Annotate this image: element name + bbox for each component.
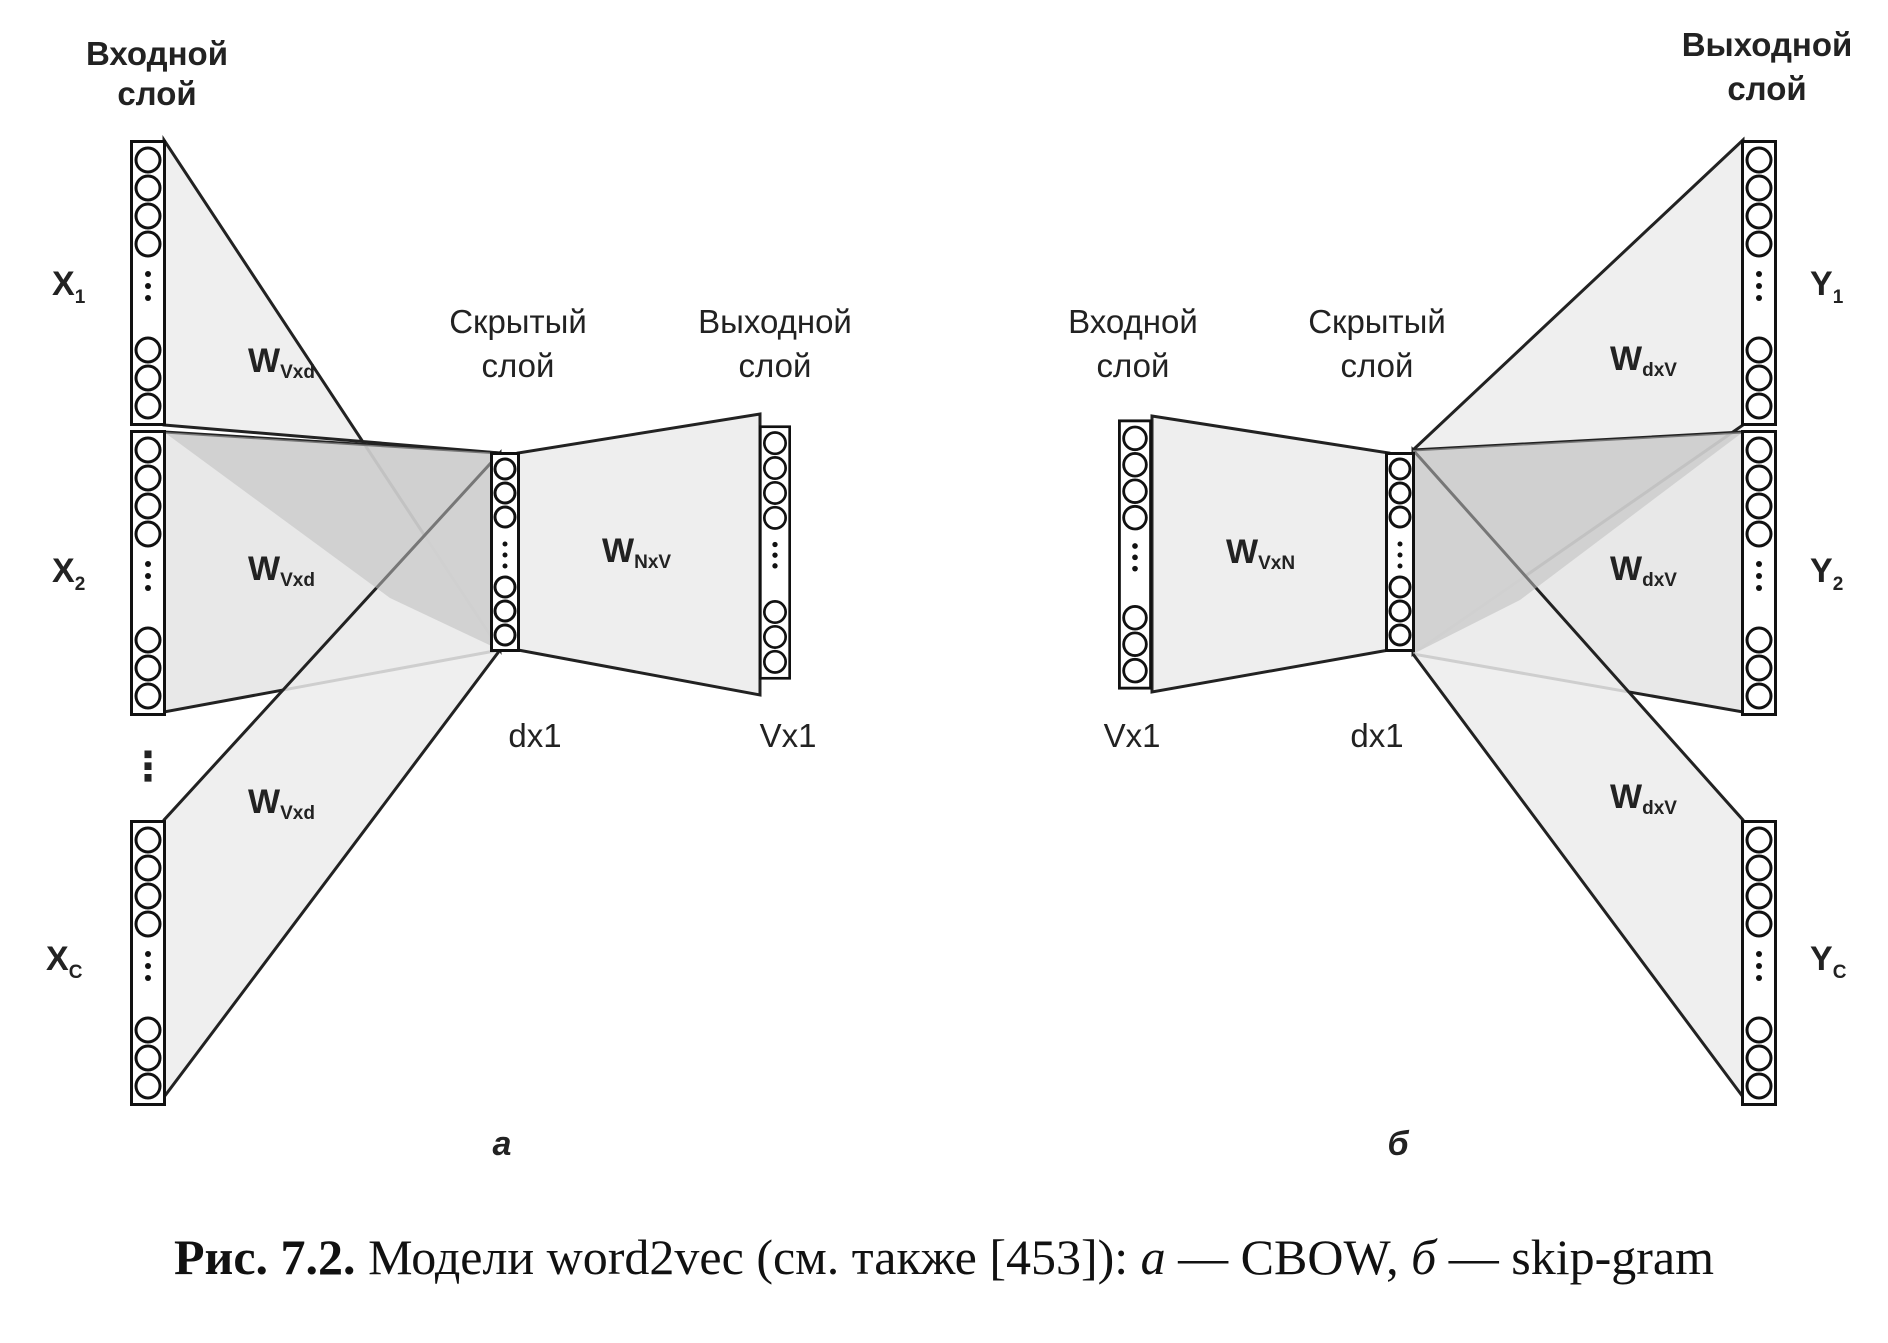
panel-b-skipgram: Входной слой Скрытый слой Выходной слой WVx…	[1068, 26, 1852, 1163]
output-label-yc: YC	[1810, 940, 1847, 983]
hidden-dim-label-b: dx1	[1350, 717, 1403, 754]
output-label-y2: Y2	[1810, 552, 1843, 595]
input-label-x2: X2	[52, 552, 85, 595]
hidden-layer-label: Скрытый слой	[449, 303, 587, 384]
weight-label-vxd-2: WVxd	[248, 550, 315, 591]
weight-label-dxv-3: WdxV	[1610, 778, 1677, 819]
caption-a-text: — CBOW,	[1165, 1229, 1412, 1285]
output-dim-label: Vx1	[760, 717, 817, 754]
input-column-x2	[130, 430, 166, 716]
input-label-x1: X1	[52, 265, 86, 308]
caption-a-letter: а	[1140, 1229, 1166, 1285]
input-column-xc	[130, 820, 166, 1106]
weight-label-dxv-2: WdxV	[1610, 550, 1677, 591]
output-label-y1: Y1	[1810, 265, 1844, 308]
output-column	[759, 425, 791, 680]
output-column-y2	[1741, 430, 1777, 716]
panel-letter-a: а	[493, 1125, 512, 1163]
output-column-y1	[1741, 140, 1777, 426]
caption-label: Рис. 7.2.	[174, 1229, 356, 1285]
weight-label-vxn: WVxN	[1226, 533, 1295, 574]
caption-b-text: — skip-gram	[1436, 1229, 1714, 1285]
caption-text-start: Модели word2vec (см. также [453]):	[355, 1229, 1141, 1285]
weight-label-dxv-1: WdxV	[1610, 340, 1677, 381]
hidden-dim-label: dx1	[508, 717, 561, 754]
output-layer-label-b: Выходной слой	[1682, 26, 1853, 107]
figure-caption: Рис. 7.2. Модели word2vec (см. также [45…	[0, 1228, 1888, 1286]
input-column-x1	[130, 140, 166, 426]
input-label-xc: XC	[46, 940, 83, 983]
input-dim-label-b: Vx1	[1104, 717, 1161, 754]
weight-label-vxd-3: WVxd	[248, 783, 315, 824]
input-layer-label: Входной слой	[86, 35, 228, 112]
projection-overlap-b	[1413, 432, 1743, 654]
output-column-yc	[1741, 820, 1777, 1106]
hidden-layer-label-b: Скрытый слой	[1308, 303, 1446, 384]
projection-overlap	[164, 432, 500, 650]
panel-letter-b: б	[1387, 1125, 1409, 1163]
panel-a-cbow: Входной слой Скрытый слой Выходной слой X1 …	[46, 35, 852, 1163]
between-columns-dots: ⋮	[128, 745, 168, 789]
output-layer-label: Выходной слой	[698, 303, 852, 384]
hidden-column	[490, 451, 520, 653]
caption-b-letter: б	[1411, 1229, 1437, 1285]
hidden-column-b	[1385, 451, 1415, 653]
input-layer-label-b: Входной слой	[1068, 303, 1198, 384]
weight-label-nxv: WNxV	[602, 532, 671, 573]
input-column-b	[1118, 419, 1152, 690]
weight-label-vxd-1: WVxd	[248, 342, 315, 383]
